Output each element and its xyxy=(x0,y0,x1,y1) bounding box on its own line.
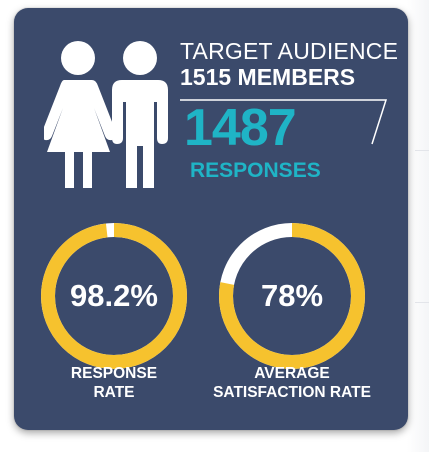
page-edge xyxy=(407,0,429,452)
satisfaction-rate-gauge xyxy=(219,223,365,369)
response-rate-label: RESPONSE RATE xyxy=(34,364,194,402)
satisfaction-rate-value: 78% xyxy=(260,278,324,313)
satisfaction-rate-label-line2: SATISFACTION RATE xyxy=(213,384,371,401)
response-rate-label-line1: RESPONSE xyxy=(70,365,158,382)
target-audience-label: TARGET AUDIENCE xyxy=(180,38,399,64)
divider-bracket xyxy=(180,99,388,145)
satisfaction-rate-label-line1: AVERAGE xyxy=(254,365,330,382)
satisfaction-rate-label: AVERAGE SATISFACTION RATE xyxy=(192,364,392,402)
man-and-woman-icon xyxy=(44,41,168,188)
page-edge-line xyxy=(415,302,429,303)
responses-label: RESPONSES xyxy=(190,159,321,182)
response-rate-gauge xyxy=(41,223,187,369)
response-rate-value: 98.2% xyxy=(70,278,158,313)
response-rate-label-line2: RATE xyxy=(93,384,135,401)
responses-count: 1487 xyxy=(184,99,297,157)
target-audience-count: 1515 MEMBERS xyxy=(180,64,356,90)
infographic-card: TARGET AUDIENCE 1515 MEMBERS 1487 RESPON… xyxy=(14,8,408,430)
page-edge-line xyxy=(415,150,429,151)
